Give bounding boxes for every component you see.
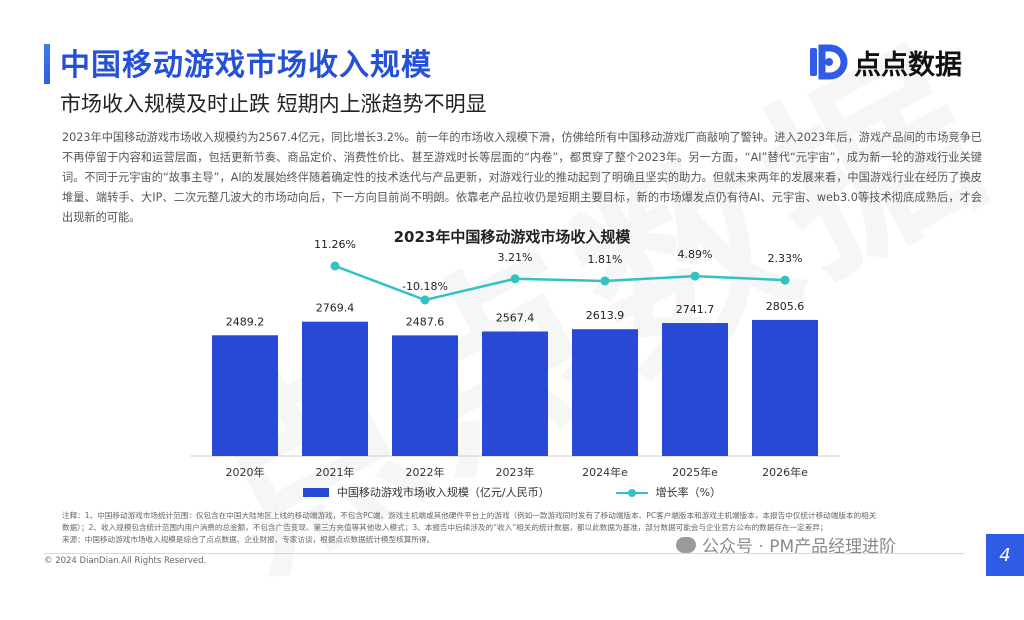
bar-value-label: 2769.4 — [316, 302, 355, 315]
footnote-line: 注释：1、中国移动游戏市场统计范围：仅包含在中国大陆地区上线的移动端游戏，不包含… — [62, 511, 877, 520]
growth-line — [334, 264, 786, 302]
bar-value-label: 2805.6 — [766, 300, 805, 313]
page-title: 中国移动游戏市场收入规模 — [60, 48, 432, 83]
bar — [302, 321, 368, 456]
legend-label-revenue: 中国移动游戏市场收入规模（亿元/人民币） — [336, 486, 550, 499]
footnote-line: 来源：中国移动游戏市场收入规模是综合了点点数据、企业财报、专家访谈，根据点点数据… — [62, 535, 435, 544]
brand-logo-text: 点点数据 — [854, 49, 962, 81]
growth-point — [330, 261, 340, 271]
growth-value-label: 11.26% — [314, 238, 356, 251]
bar-value-label: 2567.4 — [496, 311, 535, 324]
bar — [752, 319, 818, 456]
bar-value-label: 2741.7 — [676, 303, 715, 316]
page-subtitle: 市场收入规模及时止跌 短期内上涨趋势不明显 — [60, 92, 487, 116]
x-tick-label: 2021年 — [316, 465, 355, 479]
wechat-account-label: 公众号 · PM产品经理进阶 — [702, 537, 897, 557]
growth-value-label: 1.81% — [588, 253, 623, 266]
copyright-text: © 2024 DianDian.All Rights Reserved. — [44, 556, 207, 566]
footnotes: 注释：1、中国移动游戏市场统计范围：仅包含在中国大陆地区上线的移动端游戏，不包含… — [62, 510, 982, 546]
growth-value-label: 2.33% — [768, 252, 803, 265]
bar — [482, 331, 548, 456]
wechat-icon — [676, 536, 696, 553]
chart-legend: 中国移动游戏市场收入规模（亿元/人民币） 增长率（%） — [0, 484, 1024, 500]
growth-value-label: 3.21% — [498, 251, 533, 264]
growth-point — [510, 274, 520, 284]
legend-item-growth: 增长率（%） — [615, 484, 722, 500]
bar-value-label: 2487.6 — [406, 315, 445, 328]
growth-value-label: 4.89% — [678, 248, 713, 261]
legend-line-swatch — [615, 488, 648, 497]
growth-point — [600, 276, 610, 286]
chart-title: 2023年中国移动游戏市场收入规模 — [393, 228, 631, 246]
legend-label-growth: 增长率（%） — [655, 486, 722, 499]
bar — [662, 323, 728, 456]
legend-bar-swatch — [302, 487, 329, 497]
revenue-chart: 2489.2 2020年 2769.4 2021年 2487.6 2022年 2567.4 2… — [190, 238, 840, 479]
legend-item-revenue: 中国移动游戏市场收入规模（亿元/人民币） — [302, 484, 550, 500]
bar — [392, 335, 458, 456]
growth-point — [780, 275, 790, 285]
bar-value-label: 2613.9 — [586, 309, 625, 322]
growth-point — [420, 295, 430, 305]
title-accent-bar — [44, 44, 50, 84]
bar-value-label: 2489.2 — [226, 315, 265, 328]
bar — [212, 335, 278, 456]
x-tick-label: 2023年 — [496, 465, 535, 479]
page-number: 4 — [986, 534, 1024, 576]
growth-point — [690, 271, 700, 281]
description-paragraph: 2023年中国移动游戏市场收入规模约为2567.4亿元，同比增长3.2%。前一年… — [62, 131, 982, 224]
footer-divider — [44, 553, 964, 554]
x-tick-label: 2020年 — [226, 465, 265, 479]
growth-value-label: -10.18% — [402, 280, 448, 293]
wechat-account: 公众号 · PM产品经理进阶 — [676, 532, 896, 557]
brand-logo: 点点数据 — [808, 42, 962, 82]
x-tick-label: 2024年e — [582, 465, 628, 479]
footnote-line: 数据）；2、收入规模包含统计范围内用户消费的总金额，不包含广告变现、第三方充值等… — [62, 523, 828, 532]
x-tick-label: 2026年e — [762, 465, 808, 479]
brand-logo-icon — [810, 44, 848, 80]
x-tick-label: 2025年e — [672, 465, 718, 479]
bar — [572, 329, 638, 456]
x-tick-label: 2022年 — [406, 465, 445, 479]
